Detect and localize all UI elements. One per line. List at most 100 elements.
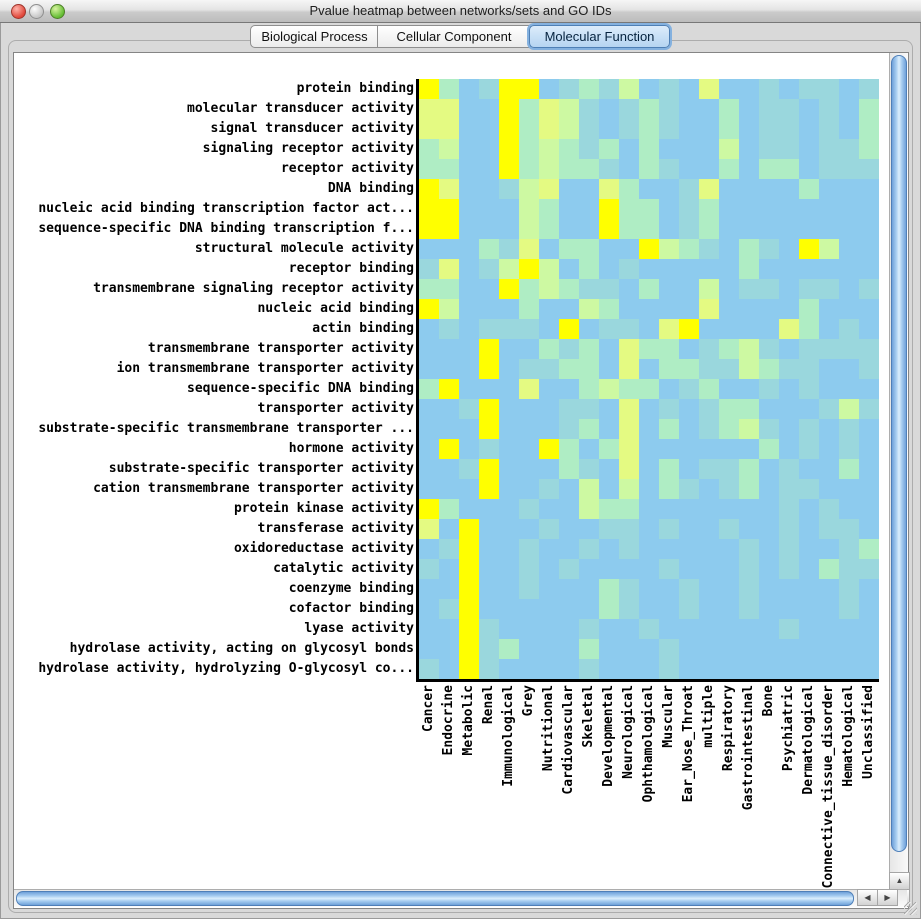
heatmap-cell [799, 239, 819, 259]
heatmap-cell [459, 79, 479, 99]
heatmap-cell [599, 499, 619, 519]
heatmap-cell [859, 119, 879, 139]
heatmap-cell [759, 239, 779, 259]
heatmap-cell [779, 519, 799, 539]
heatmap-cell [759, 539, 779, 559]
heatmap-cell [419, 79, 439, 99]
heatmap-cell [739, 539, 759, 559]
heatmap-cell [539, 279, 559, 299]
minimize-button[interactable] [29, 4, 44, 19]
heatmap-cell [799, 519, 819, 539]
heatmap-cell [419, 159, 439, 179]
heatmap-cell [719, 639, 739, 659]
heatmap-cell [579, 619, 599, 639]
heatmap-cell [839, 339, 859, 359]
row-label: transmembrane signaling receptor activit… [93, 281, 414, 296]
horizontal-scrollbar-track[interactable] [14, 889, 907, 907]
heatmap-cell [499, 99, 519, 119]
heatmap-cell [499, 139, 519, 159]
heatmap-cell [799, 579, 819, 599]
heatmap-cell [859, 639, 879, 659]
heatmap-cell [419, 319, 439, 339]
heatmap-cell [499, 179, 519, 199]
heatmap-cell [779, 499, 799, 519]
heatmap-cell [419, 619, 439, 639]
row-label: signaling receptor activity [202, 141, 414, 156]
row-label: signal transducer activity [210, 121, 415, 136]
heatmap-cell [819, 359, 839, 379]
tab-biological-process[interactable]: Biological Process [250, 25, 379, 48]
heatmap-cell [799, 399, 819, 419]
vertical-scrollbar-thumb[interactable] [891, 55, 907, 852]
horizontal-scrollbar-thumb[interactable] [16, 891, 854, 906]
heatmap-cell [719, 659, 739, 679]
heatmap-cell [719, 459, 739, 479]
close-button[interactable] [11, 4, 26, 19]
heatmap-cell [799, 79, 819, 99]
tab-cellular-component[interactable]: Cellular Component [377, 25, 531, 48]
heatmap-cell [839, 379, 859, 399]
col-label: Cancer [421, 685, 436, 732]
heatmap-cell [499, 239, 519, 259]
heatmap-cell [599, 79, 619, 99]
heatmap-cell [439, 299, 459, 319]
heatmap-cell [519, 559, 539, 579]
heatmap-cell [779, 299, 799, 319]
heatmap-cell [859, 499, 879, 519]
heatmap-cell [619, 619, 639, 639]
scroll-pane: protein binding molecular transducer acti… [13, 52, 910, 909]
vertical-scrollbar-track[interactable] [889, 53, 908, 906]
scroll-right-button[interactable]: ▶ [877, 889, 898, 906]
heatmap-cell [459, 219, 479, 239]
heatmap-cell [739, 279, 759, 299]
heatmap-cell [719, 339, 739, 359]
heatmap-cell [819, 459, 839, 479]
heatmap-cell [659, 639, 679, 659]
heatmap-cell [639, 459, 659, 479]
heatmap-cell [519, 139, 539, 159]
heatmap-cell [779, 359, 799, 379]
heatmap-cell [839, 239, 859, 259]
heatmap-cell [539, 599, 559, 619]
heatmap-cell [559, 79, 579, 99]
heatmap-cell [519, 519, 539, 539]
heatmap-cell [479, 99, 499, 119]
heatmap-cell [479, 419, 499, 439]
title-bar[interactable]: Pvalue heatmap between networks/sets and… [0, 0, 921, 23]
heatmap-cell [599, 379, 619, 399]
row-label: substrate-specific transmembrane transpo… [38, 421, 414, 436]
heatmap-cell [599, 259, 619, 279]
heatmap-cell [739, 119, 759, 139]
heatmap-cell [659, 399, 679, 419]
heatmap-cell [719, 179, 739, 199]
heatmap-cell [799, 619, 819, 639]
heatmap-cell [539, 239, 559, 259]
zoom-button[interactable] [50, 4, 65, 19]
heatmap-cell [639, 479, 659, 499]
heatmap-cell [539, 499, 559, 519]
heatmap-cell [719, 599, 739, 619]
heatmap-cell [459, 419, 479, 439]
heatmap-cell [519, 219, 539, 239]
scroll-up-button[interactable]: ▲ [889, 872, 910, 890]
heatmap-cell [819, 559, 839, 579]
heatmap-cell [539, 399, 559, 419]
heatmap-cell [679, 139, 699, 159]
heatmap-cell [579, 139, 599, 159]
scroll-left-button[interactable]: ◀ [857, 889, 878, 906]
heatmap-cell [619, 99, 639, 119]
heatmap-cell [799, 419, 819, 439]
heatmap-cell [499, 579, 519, 599]
resize-grip[interactable] [904, 902, 917, 915]
heatmap-cell [459, 659, 479, 679]
tab-molecular-function[interactable]: Molecular Function [529, 25, 670, 48]
heatmap-cell [619, 159, 639, 179]
heatmap-cell [799, 219, 819, 239]
heatmap-cell [679, 339, 699, 359]
col-label: Cardiovascular [561, 685, 576, 795]
heatmap-cell [799, 459, 819, 479]
heatmap-cell [439, 179, 459, 199]
heatmap-cell [679, 479, 699, 499]
heatmap-cell [839, 199, 859, 219]
heatmap-cell [499, 279, 519, 299]
